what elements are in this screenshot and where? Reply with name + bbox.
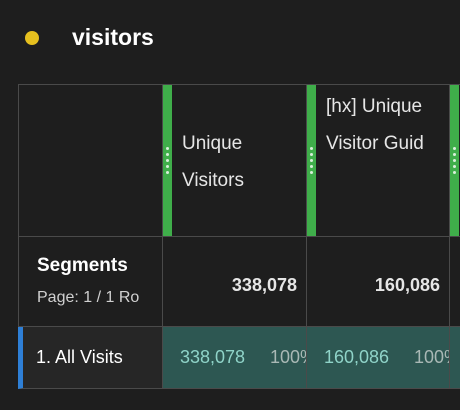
panel-title: visitors (72, 24, 154, 50)
total-cell: 338,078 (163, 237, 307, 327)
total-value: 338,078 (231, 275, 297, 295)
header-empty-cell (18, 85, 163, 237)
column-header[interactable]: [hx] Unique Visitor Guid (307, 85, 450, 237)
cell-value: 160,086 (324, 347, 390, 367)
totals-label-cell: Segments Page: 1 / 1 Ro (18, 237, 163, 327)
total-cell: 160,086 (307, 237, 450, 327)
cell-percent: 100% (270, 347, 306, 367)
column-resize-handle[interactable] (450, 85, 459, 236)
data-cell (450, 327, 460, 389)
data-cell: 160,086 100% (307, 327, 450, 389)
column-resize-handle[interactable] (307, 85, 316, 236)
dimension-label: Segments (37, 255, 128, 276)
pagination: Page: 1 / 1 Ro (37, 289, 140, 306)
column-header[interactable] (450, 85, 460, 237)
total-value: 160,086 (374, 275, 440, 295)
data-cell: 338,078 100% (163, 327, 307, 389)
column-header[interactable]: Unique Visitors (163, 85, 307, 237)
cell-value: 338,078 (180, 347, 246, 367)
column-resize-handle[interactable] (163, 85, 172, 236)
total-cell (450, 237, 460, 327)
cell-percent: 100% (414, 347, 449, 367)
status-dot (25, 31, 39, 45)
freeform-table: Unique Visitors [hx] Unique Visitor Guid… (18, 84, 460, 389)
row-label: 1. All Visits (36, 347, 123, 367)
column-title: [hx] Unique Visitor Guid (326, 96, 424, 154)
row-label-cell[interactable]: 1. All Visits (18, 327, 163, 389)
column-title: Unique Visitors (182, 133, 244, 191)
